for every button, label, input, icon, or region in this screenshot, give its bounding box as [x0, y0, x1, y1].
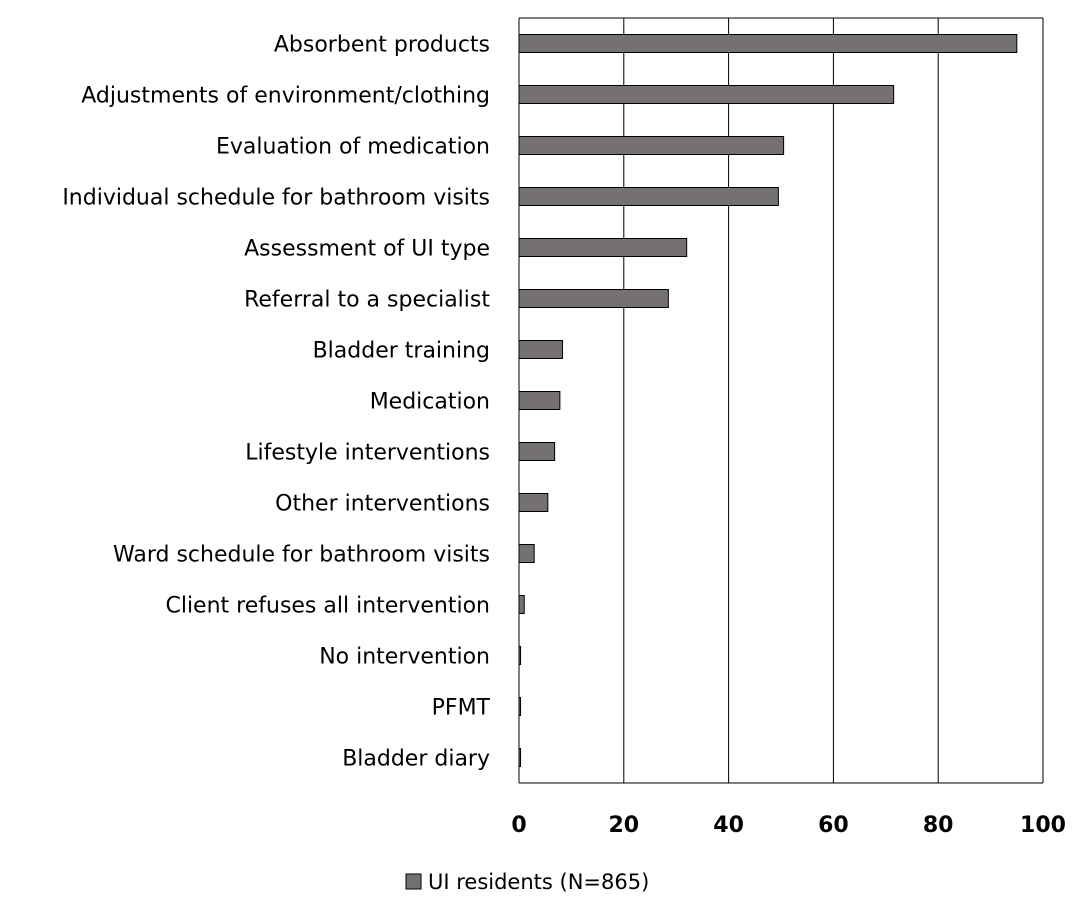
category-label-14: PFMT [432, 696, 491, 721]
x-tick-label-60: 60 [818, 813, 849, 838]
bar-4 [518, 187, 779, 206]
category-label-11: Ward schedule for bathroom visits [113, 543, 490, 568]
category-label-7: Bladder training [313, 339, 490, 364]
category-label-2: Adjustments of environment/clothing [81, 84, 490, 109]
legend-label: UI residents (N=865) [428, 870, 649, 894]
category-label-12: Client refuses all intervention [165, 594, 490, 619]
category-label-4: Individual schedule for bathroom visits [62, 186, 490, 211]
bar-11 [518, 544, 535, 563]
bar-7 [518, 340, 563, 359]
x-tick-label-80: 80 [923, 813, 954, 838]
category-label-5: Assessment of UI type [244, 237, 490, 262]
x-tick-label-100: 100 [1020, 813, 1066, 838]
category-label-6: Referral to a specialist [244, 288, 490, 313]
category-label-1: Absorbent products [274, 33, 490, 58]
bar-5 [518, 238, 688, 257]
bar-9 [518, 442, 556, 461]
bar-10 [518, 493, 549, 512]
x-tick-label-40: 40 [713, 813, 744, 838]
category-labels: Absorbent products Adjustments of environ… [62, 33, 490, 772]
category-label-3: Evaluation of medication [216, 135, 490, 160]
bars [518, 34, 1018, 767]
category-label-10: Other interventions [275, 492, 490, 517]
legend-swatch [405, 873, 422, 890]
bar-2 [518, 85, 895, 104]
x-tick-label-0: 0 [511, 813, 526, 838]
bar-8 [518, 391, 561, 410]
x-axis-tick-labels: 0 20 40 60 80 100 [511, 813, 1066, 838]
category-label-8: Medication [370, 390, 490, 415]
bar-15 [518, 748, 522, 767]
bar-3 [518, 136, 785, 155]
gridlines [518, 17, 1044, 784]
bar-14 [518, 697, 522, 716]
category-label-15: Bladder diary [342, 747, 490, 772]
x-tick-label-20: 20 [608, 813, 639, 838]
legend: UI residents (N=865) [405, 870, 649, 894]
category-label-9: Lifestyle interventions [245, 441, 490, 466]
bar-12 [518, 595, 525, 614]
bar-13 [518, 646, 522, 665]
bar-1 [518, 34, 1018, 53]
category-label-13: No intervention [319, 645, 490, 670]
bar-6 [518, 289, 669, 308]
